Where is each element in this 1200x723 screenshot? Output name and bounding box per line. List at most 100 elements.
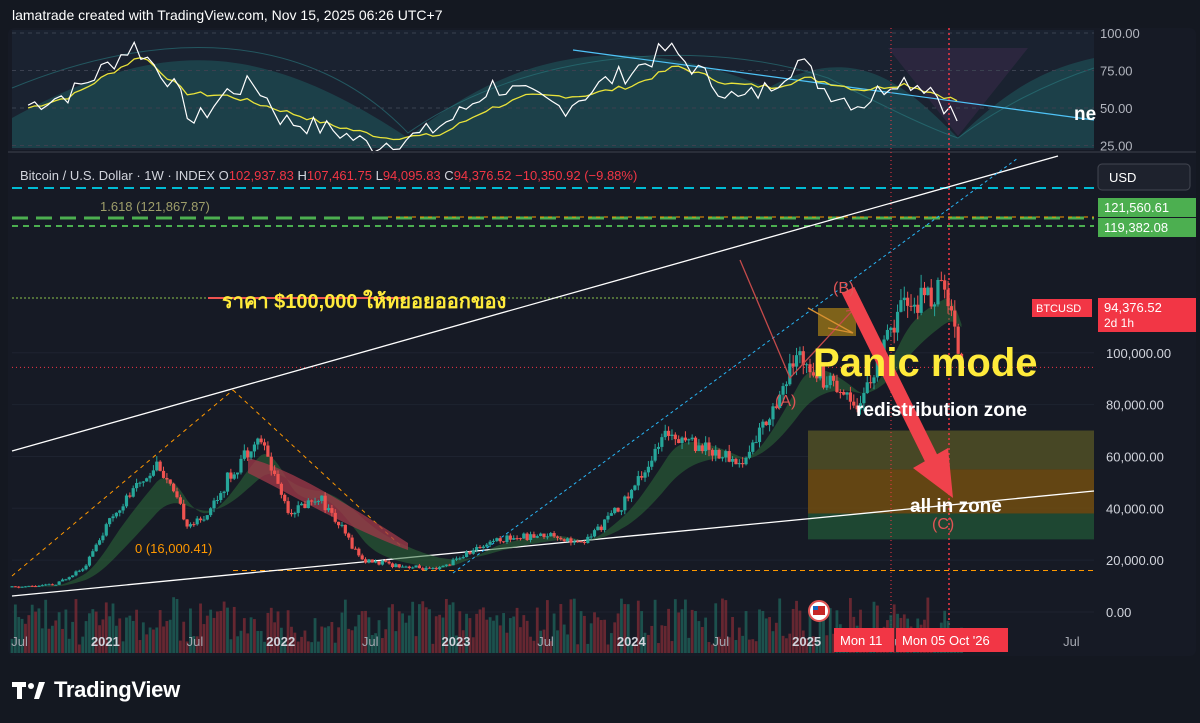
candle — [370, 559, 374, 563]
osc-tick-label: 100.00 — [1100, 28, 1140, 41]
volume-bar — [562, 624, 566, 653]
candle — [545, 533, 549, 540]
candle — [916, 295, 920, 320]
close-value: 94,376.52 — [454, 168, 512, 183]
candle — [515, 535, 519, 541]
candle — [229, 468, 233, 483]
candle — [734, 457, 738, 465]
candle — [838, 389, 842, 399]
volume-bar — [704, 617, 708, 653]
price-badge-119k — [1098, 218, 1196, 237]
candle — [798, 346, 802, 364]
volume-bar — [104, 602, 108, 653]
volume-bar — [428, 609, 431, 653]
candle — [50, 583, 55, 586]
candle-body — [283, 494, 287, 502]
candle-body — [414, 565, 418, 568]
candle-body — [151, 470, 156, 476]
volume-bar — [731, 616, 734, 653]
volume-bar — [707, 642, 711, 653]
candle — [118, 509, 122, 517]
candle — [431, 566, 435, 570]
candle — [273, 465, 277, 477]
candle-body — [636, 476, 640, 486]
candle — [518, 537, 523, 541]
candle — [562, 538, 566, 543]
chart-canvas[interactable]: 100.00 75.00 50.00 25.00 ne 100,000.00 80,000.… — [8, 28, 1196, 656]
candle — [747, 445, 751, 460]
volume-bar — [458, 611, 462, 653]
candle — [387, 560, 391, 565]
candle — [464, 550, 469, 558]
candle-body — [468, 551, 472, 554]
candle — [374, 559, 378, 564]
candle — [761, 419, 765, 435]
candle-body — [734, 458, 738, 465]
volume-bar — [300, 636, 303, 653]
candle-body — [875, 361, 879, 378]
candle — [946, 280, 950, 314]
volume-bar — [781, 635, 785, 653]
candle — [185, 519, 189, 529]
volume-bar — [687, 637, 691, 653]
candle — [528, 531, 533, 543]
candle — [340, 522, 344, 528]
volume-bar — [407, 615, 411, 653]
candle-body — [798, 351, 802, 356]
candle-body — [707, 442, 711, 450]
volume-bar — [387, 607, 391, 653]
candle — [471, 548, 475, 555]
volume-bar — [323, 627, 327, 653]
candle-body — [74, 571, 78, 576]
candle — [94, 543, 98, 552]
candle-body — [855, 405, 859, 410]
candle-body — [646, 466, 650, 473]
candle — [650, 455, 654, 470]
all-in-zone-label: all in zone — [910, 496, 1002, 517]
candle-body — [158, 461, 162, 471]
candle — [687, 438, 691, 445]
candle-body — [20, 586, 24, 588]
candle — [821, 363, 826, 390]
candle-body — [343, 524, 347, 534]
osc-main-line — [27, 40, 958, 154]
candle-body — [276, 474, 280, 484]
candle — [801, 346, 805, 375]
candle-body — [932, 304, 937, 307]
candle-body — [168, 479, 172, 484]
volume-bar — [71, 621, 75, 653]
candle — [629, 488, 634, 503]
volume-bar — [677, 612, 681, 653]
chart-panel[interactable]: 100.00 75.00 50.00 25.00 ne 100,000.00 80,000.… — [8, 28, 1196, 656]
candle-body — [145, 478, 149, 482]
candle — [922, 281, 927, 304]
currency-button[interactable]: USD — [1097, 163, 1191, 191]
candle-body — [192, 524, 196, 526]
tradingview-brand: TradingView — [54, 677, 180, 702]
volume-bar — [825, 635, 829, 653]
candle — [599, 524, 603, 532]
candle — [700, 443, 704, 454]
candle-body — [252, 444, 257, 452]
candle-body — [565, 538, 570, 542]
candle-body — [461, 557, 465, 559]
candle-body — [451, 559, 455, 566]
candle-body — [852, 401, 856, 406]
candle — [724, 449, 728, 463]
candle — [788, 353, 792, 386]
candle-body — [360, 555, 364, 560]
volume-bar — [670, 641, 674, 653]
candle-body — [397, 564, 401, 568]
volume-bar — [552, 613, 556, 653]
time-axis-label: Jul — [362, 634, 379, 649]
candle-body — [377, 561, 381, 565]
candle-body — [444, 564, 448, 566]
volume-bar — [175, 599, 179, 653]
wave-a-label: (A) — [775, 393, 796, 410]
candle — [656, 442, 661, 454]
candle-body — [323, 495, 327, 511]
candle — [283, 493, 287, 504]
candle — [158, 460, 162, 472]
volume-bar — [626, 604, 630, 653]
open-value: 102,937.83 — [229, 168, 294, 183]
